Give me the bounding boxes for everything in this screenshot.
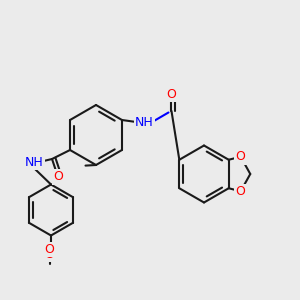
Text: O: O — [45, 248, 54, 261]
Text: O: O — [53, 170, 63, 184]
Text: O: O — [167, 88, 176, 101]
Text: NH: NH — [135, 116, 154, 130]
Text: NH: NH — [25, 155, 44, 169]
Text: O: O — [45, 243, 54, 256]
Text: O: O — [236, 150, 246, 163]
Text: O: O — [236, 185, 246, 198]
